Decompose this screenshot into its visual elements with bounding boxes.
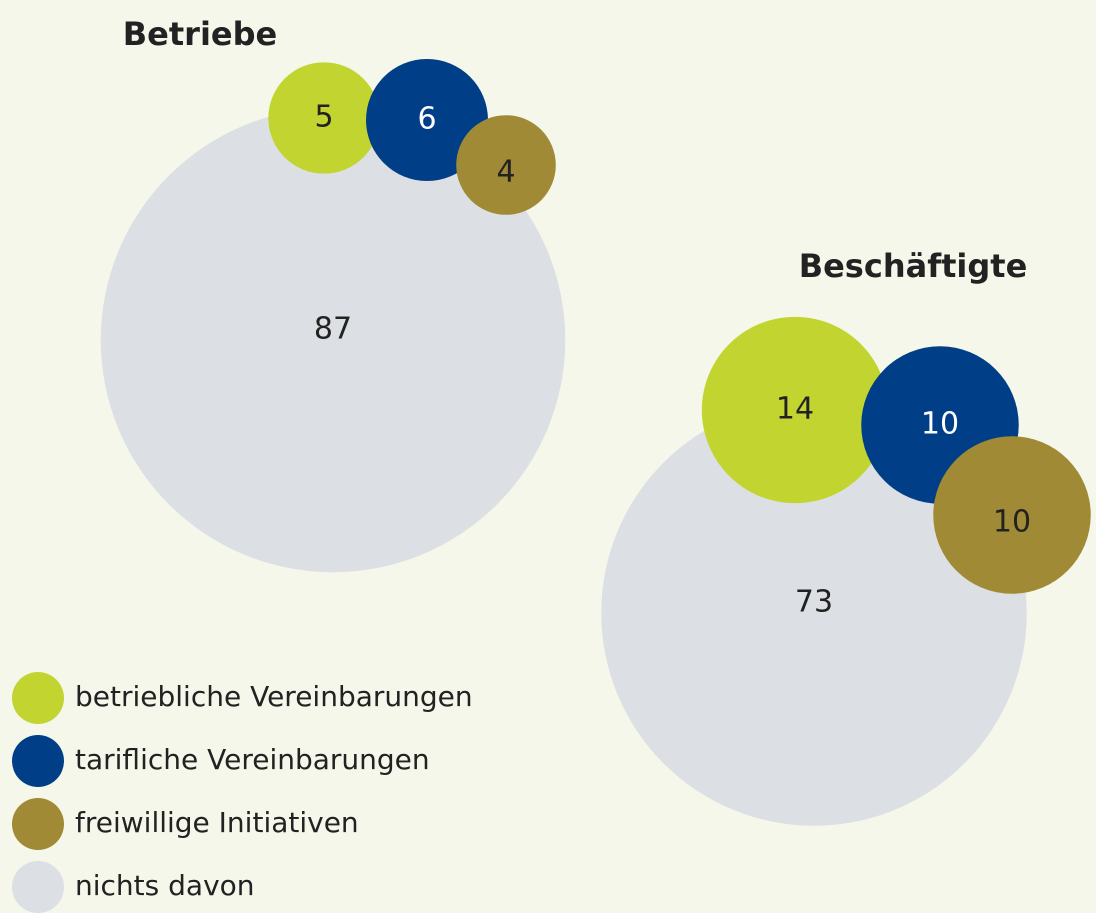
chart-title: Betriebe — [123, 15, 277, 53]
data-label: 6 — [417, 102, 436, 137]
bubble — [366, 59, 488, 181]
bubble — [268, 62, 380, 174]
bubble — [601, 400, 1027, 826]
bubble — [701, 316, 889, 504]
data-label: 10 — [921, 407, 959, 442]
data-label: 73 — [795, 585, 833, 620]
legend-label: betriebliche Vereinbarungen — [75, 680, 473, 713]
data-label: 14 — [776, 392, 814, 427]
legend-swatch — [12, 735, 64, 787]
data-label: 4 — [496, 155, 515, 190]
legend-swatch — [12, 861, 64, 913]
legend-label: nichts davon — [75, 869, 255, 902]
legend-swatch — [12, 798, 64, 850]
data-label: 87 — [314, 312, 352, 347]
bubble — [456, 115, 556, 215]
legend-label: tarifliche Vereinbarungen — [75, 743, 430, 776]
data-label: 10 — [993, 505, 1031, 540]
bubble — [933, 436, 1091, 594]
legend-swatch — [12, 672, 64, 724]
bubble — [100, 107, 566, 573]
chart-title: Beschäftigte — [799, 247, 1028, 285]
data-label: 5 — [314, 100, 333, 135]
legend-label: freiwillige Initiativen — [75, 806, 359, 839]
